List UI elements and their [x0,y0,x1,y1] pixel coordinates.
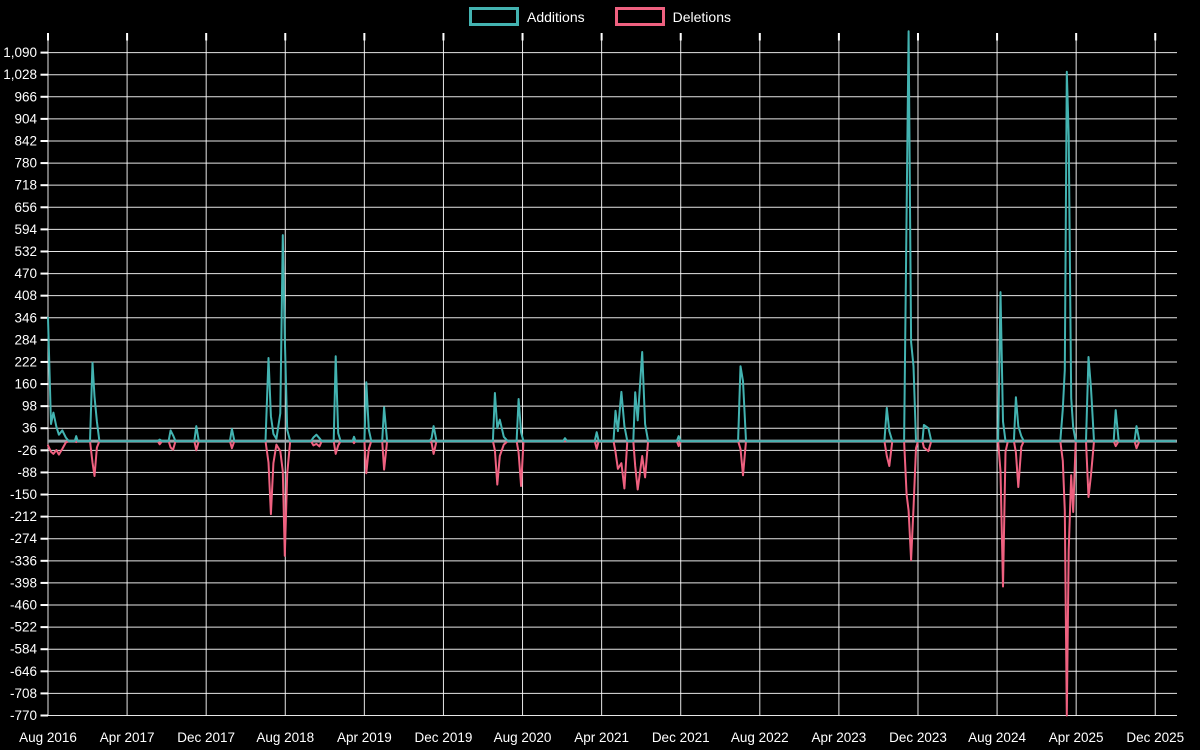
y-tick-label: 842 [14,133,37,148]
x-tick-label: Dec 2019 [415,730,473,745]
y-tick-label: -88 [17,465,37,480]
x-tick-label: Apr 2017 [100,730,155,745]
y-tick-label: 780 [14,156,37,171]
legend-label-additions: Additions [527,8,585,25]
legend-item-additions[interactable]: Additions [469,7,585,26]
additions-line [47,30,1176,443]
y-tick-label: 284 [14,332,37,347]
x-tick-label: Dec 2021 [652,730,710,745]
y-tick-label: -708 [10,686,37,701]
y-tick-label: 98 [22,399,37,414]
y-tick-label: -150 [10,487,37,502]
x-tick-label: Apr 2019 [337,730,392,745]
y-tick-label: 408 [14,288,37,303]
x-tick-label: Dec 2023 [889,730,947,745]
y-tick-label: -212 [10,509,37,524]
x-tick-label: Dec 2025 [1126,730,1184,745]
chart-legend: Additions Deletions [0,7,1200,26]
y-tick-label: -398 [10,575,37,590]
x-tick-label: Apr 2025 [1049,730,1104,745]
deletions-line [47,440,1176,717]
y-tick-label: 222 [14,354,37,369]
y-tick-label: 1,090 [3,45,37,60]
y-tick-label: 656 [14,200,37,215]
additions-swatch-icon [469,7,520,26]
x-tick-label: Aug 2022 [731,730,789,745]
y-tick-label: -770 [10,708,37,723]
deletions-swatch-icon [614,7,665,26]
y-tick-label: -26 [17,443,37,458]
y-tick-label: -274 [10,531,38,546]
x-tick-label: Apr 2021 [574,730,629,745]
y-tick-label: -336 [10,553,37,568]
x-tick-label: Dec 2017 [177,730,235,745]
y-tick-label: 1,028 [3,67,37,82]
x-tick-label: Aug 2016 [19,730,77,745]
legend-label-deletions: Deletions [672,8,731,25]
y-tick-label: 470 [14,266,37,281]
y-tick-label: 966 [14,89,37,104]
y-tick-label: 346 [14,310,37,325]
x-tick-label: Aug 2018 [256,730,314,745]
legend-item-deletions[interactable]: Deletions [614,7,731,26]
y-tick-label: 904 [14,111,37,126]
y-tick-label: 594 [14,222,37,237]
y-tick-label: -460 [10,598,37,613]
y-tick-label: 532 [14,244,37,259]
x-tick-label: Aug 2020 [494,730,552,745]
y-tick-label: 36 [22,421,37,436]
x-tick-label: Apr 2023 [811,730,866,745]
y-tick-label: -522 [10,620,37,635]
y-tick-label: -584 [10,642,38,657]
x-tick-label: Aug 2024 [968,730,1026,745]
y-tick-label: -646 [10,664,37,679]
y-tick-label: 160 [14,377,37,392]
y-tick-label: 718 [14,178,37,193]
